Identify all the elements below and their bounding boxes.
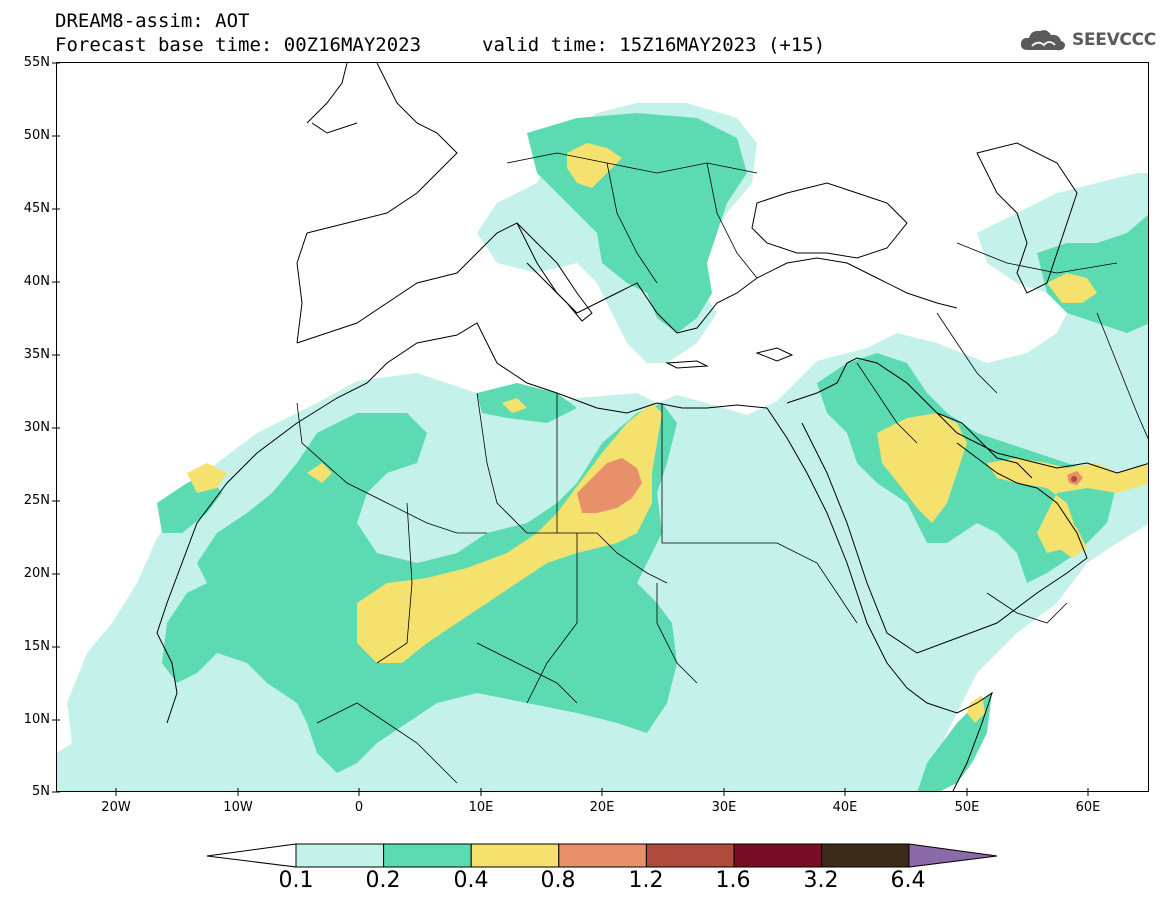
colorbar-tick-label: 1.6 bbox=[715, 868, 751, 893]
colorbar-tick-label: 0.8 bbox=[540, 868, 576, 893]
lon-label: 40E bbox=[832, 800, 858, 815]
aot-layer-1-2 bbox=[1071, 476, 1077, 482]
logo-text: SEEVCCC bbox=[1072, 30, 1156, 50]
lat-label: 15N bbox=[23, 639, 50, 654]
colorbar-swatch bbox=[645, 843, 735, 868]
colorbar-swatch bbox=[558, 843, 647, 868]
lat-label: 25N bbox=[23, 493, 50, 508]
lat-label: 10N bbox=[23, 712, 50, 727]
lat-label: 50N bbox=[23, 128, 50, 143]
lat-label: 5N bbox=[32, 784, 50, 799]
colorbar-tick-label: 0.1 bbox=[278, 868, 314, 893]
lat-label: 30N bbox=[23, 420, 50, 435]
seevccc-logo: SEEVCCC bbox=[1018, 26, 1156, 54]
country-borders bbox=[296, 152, 1148, 784]
lon-label: 20W bbox=[101, 800, 131, 815]
lat-label: 35N bbox=[23, 347, 50, 362]
lat-label: 45N bbox=[23, 201, 50, 216]
forecast-base-time: Forecast base time: 00Z16MAY2023 bbox=[55, 34, 422, 56]
cloud-icon bbox=[1020, 30, 1065, 51]
colorbar-over-arrow bbox=[908, 843, 998, 868]
lon-label: 50E bbox=[954, 800, 980, 815]
lon-label: 0 bbox=[354, 800, 364, 815]
lon-label: 60E bbox=[1075, 800, 1101, 815]
colorbar-tick-label: 6.4 bbox=[890, 868, 926, 893]
colorbar-swatch bbox=[295, 843, 385, 868]
lon-label: 10E bbox=[468, 800, 494, 815]
lon-label: 30E bbox=[711, 800, 737, 815]
aot-layer-0-4 bbox=[187, 143, 1148, 723]
lon-label: 10W bbox=[223, 800, 253, 815]
colorbar-swatch bbox=[383, 843, 472, 868]
colorbar-under-arrow bbox=[206, 843, 297, 868]
colorbar-swatch bbox=[821, 843, 910, 868]
lat-label: 40N bbox=[23, 274, 50, 289]
colorbar-swatch bbox=[470, 843, 560, 868]
lon-label: 20E bbox=[589, 800, 615, 815]
colorbar-tick-label: 0.4 bbox=[453, 868, 489, 893]
colorbar-tick-label: 1.2 bbox=[628, 868, 664, 893]
aot-field-map bbox=[57, 63, 1148, 791]
map-title: DREAM8-assim: AOT bbox=[55, 10, 250, 32]
colorbar-tick-label: 0.2 bbox=[365, 868, 401, 893]
lat-label: 55N bbox=[23, 55, 50, 70]
coastlines bbox=[156, 63, 1148, 791]
colorbar-tick-label: 3.2 bbox=[803, 868, 839, 893]
valid-time: valid time: 15Z16MAY2023 (+15) bbox=[482, 34, 826, 56]
colorbar-swatch bbox=[733, 843, 823, 868]
lat-label: 20N bbox=[23, 566, 50, 581]
map-area bbox=[56, 62, 1149, 792]
